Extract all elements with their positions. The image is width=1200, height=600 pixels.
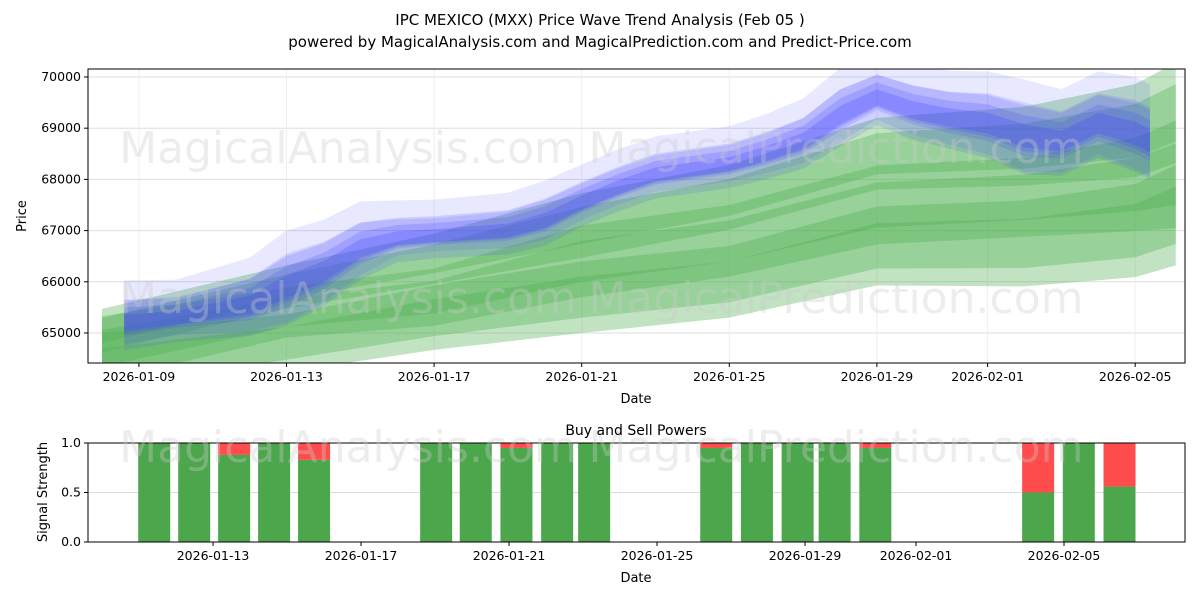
x-tick-label: 2026-01-17 bbox=[398, 369, 471, 384]
x-tick-label: 2026-02-01 bbox=[951, 369, 1024, 384]
blue-wave-band bbox=[124, 69, 1150, 345]
buy-bar bbox=[459, 443, 492, 542]
sell-bar bbox=[218, 443, 251, 455]
x-tick-label: 2026-02-05 bbox=[1099, 369, 1172, 384]
blue-wave-band bbox=[124, 82, 1150, 333]
watermark: MagicalPrediction.com bbox=[589, 123, 1084, 174]
x-tick-label: 2026-01-25 bbox=[621, 548, 694, 563]
buy-bar bbox=[781, 443, 814, 542]
buy-bar bbox=[578, 443, 611, 542]
green-wave-band-wave-mid bbox=[102, 143, 1176, 363]
x-tick-label: 2026-01-29 bbox=[769, 548, 842, 563]
watermark: MagicalPrediction.com bbox=[589, 273, 1084, 324]
plot-frame bbox=[87, 68, 1186, 364]
sell-bar bbox=[1103, 443, 1136, 487]
buy-bar bbox=[541, 443, 574, 542]
signal-plot: 0.0 0.5 1.0 2026-01-13 2026-01-17 2026-01-21 2… bbox=[61, 435, 1186, 563]
x-tick-label: 2026-01-21 bbox=[473, 548, 546, 563]
buy-bar bbox=[700, 447, 733, 542]
y-tick-label: 69000 bbox=[41, 120, 81, 135]
price-plot: 65000 66000 67000 68000 69000 70000 2026-01-09… bbox=[41, 68, 1186, 384]
watermark: MagicalPrediction.com bbox=[589, 422, 1084, 473]
watermark: MagicalAnalysis.com bbox=[119, 273, 577, 324]
buy-bar bbox=[218, 454, 251, 542]
x-tick-label: 2026-01-29 bbox=[841, 369, 914, 384]
x-tick-label: 2026-01-13 bbox=[250, 369, 323, 384]
buy-bar bbox=[298, 459, 331, 542]
green-wave-band-wave-upper bbox=[102, 84, 1176, 343]
buy-bar bbox=[1103, 486, 1136, 542]
y-axis-label: Signal Strength bbox=[36, 442, 51, 542]
watermark: MagicalAnalysis.com bbox=[119, 123, 577, 174]
x-tick-label: 2026-01-25 bbox=[693, 369, 766, 384]
watermark: MagicalAnalysis.com bbox=[119, 422, 577, 473]
y-tick-label: 0.0 bbox=[61, 534, 81, 549]
y-tick-label: 1.0 bbox=[61, 435, 81, 450]
sell-bar bbox=[500, 443, 533, 448]
x-axis-label: Date bbox=[620, 571, 651, 586]
x-tick-label: 2026-01-17 bbox=[325, 548, 398, 563]
signal-title: Buy and Sell Powers bbox=[565, 423, 706, 439]
blue-wave-band bbox=[124, 74, 1150, 351]
buy-bar bbox=[258, 443, 291, 542]
x-tick-label: 2026-02-01 bbox=[880, 548, 953, 563]
buy-bar bbox=[178, 443, 211, 542]
sell-bar bbox=[298, 443, 331, 460]
buy-bar bbox=[859, 447, 892, 542]
blue-wave-band bbox=[124, 89, 1150, 331]
y-tick-label: 65000 bbox=[41, 325, 81, 340]
chart-subtitle: powered by MagicalAnalysis.com and Magic… bbox=[288, 33, 912, 51]
y-tick-label: 68000 bbox=[41, 171, 81, 186]
chart-title: IPC MEXICO (MXX) Price Wave Trend Analys… bbox=[395, 11, 804, 29]
x-tick-label: 2026-02-05 bbox=[1028, 548, 1101, 563]
x-tick-label: 2026-01-13 bbox=[177, 548, 250, 563]
x-tick-label: 2026-01-09 bbox=[103, 369, 176, 384]
green-wave-band-wave-lower bbox=[102, 186, 1176, 363]
sell-bar bbox=[859, 443, 892, 448]
sell-bar bbox=[1022, 443, 1055, 493]
buy-bar bbox=[1062, 443, 1095, 542]
sell-bar bbox=[700, 443, 733, 448]
buy-bar bbox=[420, 443, 453, 542]
buy-bar bbox=[740, 443, 773, 542]
y-tick-label: 66000 bbox=[41, 274, 81, 289]
green-wave-band-wave-lower bbox=[102, 165, 1176, 363]
x-tick-label: 2026-01-21 bbox=[545, 369, 618, 384]
buy-bar bbox=[138, 443, 171, 542]
y-tick-label: 70000 bbox=[41, 69, 81, 84]
x-axis-label: Date bbox=[620, 392, 651, 407]
plot-frame bbox=[87, 442, 1186, 543]
buy-bar bbox=[500, 447, 533, 542]
blue-wave-band bbox=[124, 74, 1150, 336]
y-tick-label: 0.5 bbox=[61, 485, 81, 500]
green-wave-band-wave-mid bbox=[102, 120, 1176, 363]
green-wave-band-wave-upper bbox=[102, 69, 1176, 352]
y-tick-label: 67000 bbox=[41, 223, 81, 238]
buy-bar bbox=[1022, 492, 1055, 542]
y-axis-label: Price bbox=[15, 200, 30, 232]
buy-bar bbox=[818, 443, 851, 542]
